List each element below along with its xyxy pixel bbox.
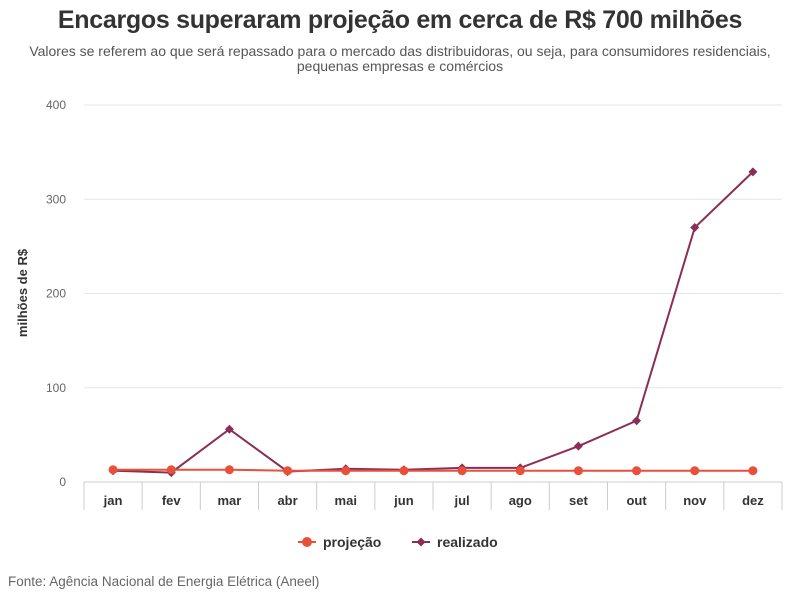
data-point <box>748 466 758 476</box>
x-tick-label: abr <box>277 493 297 508</box>
y-tick-label: 0 <box>59 475 66 489</box>
series-realizado <box>108 167 758 478</box>
legend-item-projecao[interactable]: projeção <box>298 534 381 550</box>
data-point <box>632 466 642 476</box>
y-axis-label: milhões de R$ <box>15 248 30 337</box>
x-tick-label: ago <box>509 493 532 508</box>
chart-title: Encargos superaram projeção em cerca de … <box>57 6 743 34</box>
y-tick-label: 100 <box>46 381 66 395</box>
legend-item-realizado[interactable]: realizado <box>412 534 498 550</box>
data-point <box>748 167 758 177</box>
y-tick-label: 400 <box>46 98 66 112</box>
legend-label: projeção <box>323 534 381 550</box>
legend-label: realizado <box>437 534 498 550</box>
y-tick-label: 300 <box>46 192 66 206</box>
legend: projeção realizado <box>298 534 498 550</box>
x-tick-label: mai <box>335 493 357 508</box>
x-tick-label: mar <box>217 493 241 508</box>
data-point <box>108 465 118 475</box>
gridlines <box>84 104 782 389</box>
x-tick-label: fev <box>162 493 182 508</box>
series-line <box>113 171 754 474</box>
x-tick-label: set <box>569 493 588 508</box>
x-axis-ticks: jan fev mar abr mai jun jul ago set out nov dez <box>83 481 783 510</box>
x-tick-label: dez <box>742 493 764 508</box>
data-point <box>690 466 700 476</box>
data-point <box>341 466 351 476</box>
data-point <box>224 465 234 475</box>
series-projecao <box>108 465 758 476</box>
data-point <box>399 466 409 476</box>
data-point <box>283 466 293 476</box>
data-point <box>573 466 583 476</box>
data-point <box>515 466 525 476</box>
x-tick-label: nov <box>683 493 707 508</box>
x-tick-label: jan <box>103 493 123 508</box>
data-point <box>690 223 700 233</box>
chart-subtitle: Valores se referem ao que será repassado… <box>29 43 771 74</box>
data-point <box>166 465 176 475</box>
x-tick-label: jul <box>453 493 469 508</box>
legend-marker <box>416 537 426 547</box>
y-axis-ticks: 0 100 200 300 400 <box>46 98 66 489</box>
data-point <box>573 441 583 451</box>
y-tick-label: 200 <box>46 287 66 301</box>
data-point <box>457 466 467 476</box>
series <box>108 167 758 478</box>
x-tick-label: out <box>626 493 647 508</box>
x-tick-label: jun <box>393 493 414 508</box>
data-point <box>632 416 642 426</box>
source-note: Fonte: Agência Nacional de Energia Elétr… <box>8 574 320 589</box>
legend-marker <box>302 537 312 547</box>
series-line <box>113 468 753 472</box>
line-chart: 0 100 200 300 400 jan fev mar abr mai jun jul ago se… <box>15 98 783 550</box>
data-point <box>224 424 234 434</box>
